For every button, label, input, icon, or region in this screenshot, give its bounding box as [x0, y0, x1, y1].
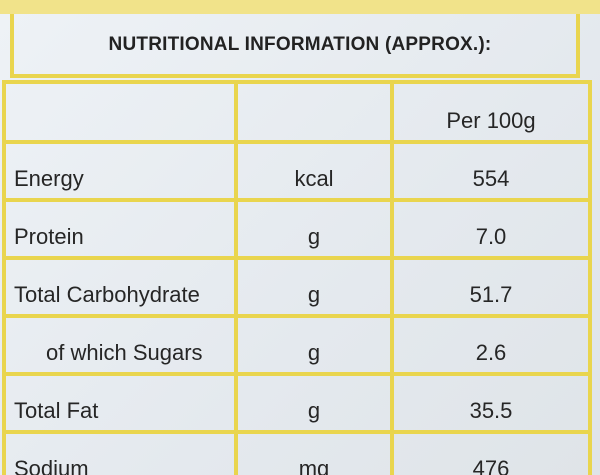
- table-row: Protein g 7.0: [2, 198, 592, 260]
- header-cell: Per 100g: [390, 80, 592, 144]
- nutrition-table: Per 100g Energy kcal 554 Protein g 7.0 Total Ca…: [2, 80, 592, 475]
- unit: g: [234, 198, 394, 260]
- table-row: Sodium mg 476: [2, 430, 592, 475]
- unit: mg: [234, 430, 394, 475]
- top-band: [0, 0, 600, 14]
- header-row: Per 100g: [2, 80, 592, 144]
- table-row: Total Carbohydrate g 51.7: [2, 256, 592, 318]
- unit: g: [234, 314, 394, 376]
- nutrient: Sodium: [2, 430, 238, 475]
- nutrient: Energy: [2, 140, 238, 202]
- nutrient: Protein: [2, 198, 238, 260]
- nutrient: of which Sugars: [2, 314, 238, 376]
- unit: kcal: [234, 140, 394, 202]
- unit: g: [234, 256, 394, 318]
- title-frame: [10, 14, 580, 78]
- table-row: Energy kcal 554: [2, 140, 592, 202]
- table-body: Per 100g Energy kcal 554 Protein g 7.0 Total Ca…: [2, 80, 592, 475]
- amount: 51.7: [390, 256, 592, 318]
- header-cell: [2, 80, 238, 144]
- amount: 2.6: [390, 314, 592, 376]
- amount: 35.5: [390, 372, 592, 434]
- nutrient: Total Carbohydrate: [2, 256, 238, 318]
- table-row: of which Sugars g 2.6: [2, 314, 592, 376]
- title: NUTRITIONAL INFORMATION (APPROX.):: [108, 34, 492, 55]
- nutrient: Total Fat: [2, 372, 238, 434]
- amount: 554: [390, 140, 592, 202]
- header-cell: [234, 80, 394, 144]
- table-row: Total Fat g 35.5: [2, 372, 592, 434]
- unit: g: [234, 372, 394, 434]
- amount: 7.0: [390, 198, 592, 260]
- amount: 476: [390, 430, 592, 475]
